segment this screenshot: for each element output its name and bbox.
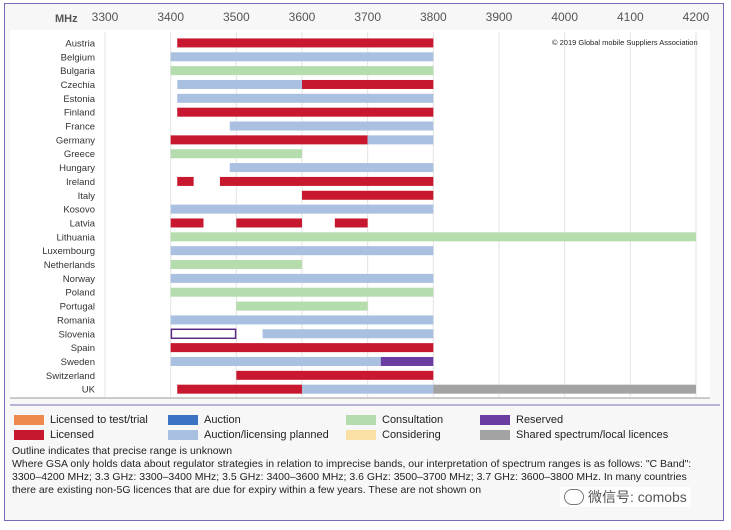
- y-tick-label: Czechia: [61, 80, 96, 91]
- y-tick-label: Luxembourg: [42, 246, 95, 257]
- y-tick-label: Finland: [64, 108, 95, 119]
- x-tick-label: 3700: [354, 10, 381, 24]
- watermark-text: 微信号: comobs: [588, 489, 687, 505]
- x-tick-label: 3300: [92, 10, 119, 24]
- x-tick-label: 3400: [157, 10, 184, 24]
- y-tick-label: Kosovo: [63, 205, 95, 216]
- bar-greece-3400-3600: [170, 149, 302, 159]
- bar-belgium-3400-3800: [170, 52, 434, 62]
- y-tick-label: Spain: [71, 343, 95, 354]
- bar-germany-3400-3700: [170, 135, 368, 145]
- y-tick-label: Hungary: [59, 163, 95, 174]
- bar-latvia-3400-3450: [170, 218, 204, 228]
- bar-netherlands-3400-3600: [170, 260, 302, 270]
- bar-uk-3600-3800: [302, 384, 434, 394]
- bar-austria-3410-3800: [177, 38, 434, 48]
- y-tick-label: Austria: [65, 38, 95, 49]
- notes: Outline indicates that precise range is …: [12, 445, 712, 497]
- y-tick-label: Ireland: [66, 177, 95, 188]
- bar-france-3490-3800: [229, 121, 434, 131]
- bar-switzerland-3500-3800: [236, 370, 434, 380]
- bar-spain-3400-3800: [170, 343, 434, 353]
- bar-uk-3800-4200: [433, 384, 696, 394]
- bar-ireland-3475-3800: [219, 176, 434, 186]
- x-tick-label: 4100: [617, 10, 644, 24]
- axis-unit-label: MHz: [55, 13, 78, 25]
- bar-norway-3400-3800: [170, 273, 434, 283]
- y-tick-label: Lithuania: [56, 232, 95, 243]
- x-tick-label: 3600: [289, 10, 316, 24]
- y-tick-label: Slovenia: [59, 329, 96, 340]
- x-tick-label: 3800: [420, 10, 447, 24]
- y-tick-label: Netherlands: [44, 260, 95, 271]
- bar-sweden-3400-3720: [170, 356, 381, 366]
- bar-uk-3410-3600: [177, 384, 302, 394]
- bar-slovenia-3400-3500: [170, 328, 237, 340]
- bar-bulgaria-3400-3800: [170, 66, 434, 76]
- interpretation-note: Where GSA only holds data about regulato…: [12, 458, 692, 496]
- y-tick-label: Poland: [65, 288, 95, 299]
- bar-latvia-3500-3600: [236, 218, 302, 228]
- watermark: 微信号: comobs: [560, 487, 691, 507]
- y-tick-label: Estonia: [63, 94, 95, 105]
- x-tick-label: 4000: [551, 10, 578, 24]
- y-tick-label: Switzerland: [46, 371, 95, 382]
- bar-estonia-3410-3800: [177, 93, 434, 103]
- copyright-text: © 2019 Global mobile Suppliers Associati…: [552, 38, 698, 47]
- y-tick-label: Bulgaria: [60, 66, 96, 77]
- x-tick-label: 3900: [486, 10, 513, 24]
- bar-slovenia-3540-3800: [262, 329, 434, 339]
- outline-note: Outline indicates that precise range is …: [12, 445, 233, 457]
- bar-germany-3700-3800: [367, 135, 434, 145]
- bar-finland-3410-3800: [177, 107, 434, 117]
- bar-hungary-3490-3800: [229, 163, 434, 173]
- y-tick-label: France: [65, 122, 95, 133]
- y-tick-label: Belgium: [61, 52, 95, 63]
- y-tick-label: Latvia: [70, 218, 96, 229]
- bar-latvia-3650-3700: [334, 218, 368, 228]
- bar-portugal-3500-3700: [236, 301, 368, 311]
- y-tick-label: UK: [82, 385, 96, 396]
- bar-poland-3400-3800: [170, 287, 434, 297]
- x-tick-label: 3500: [223, 10, 250, 24]
- bar-italy-3600-3800: [302, 190, 434, 200]
- wechat-icon: [564, 489, 584, 505]
- x-tick-label: 4200: [683, 10, 710, 24]
- bar-lithuania-3400-4200: [170, 232, 696, 242]
- bar-kosovo-3400-3800: [170, 204, 434, 214]
- bar-czechia-3600-3800: [302, 79, 434, 89]
- y-tick-label: Greece: [64, 149, 95, 160]
- bar-ireland-3410-3435: [177, 176, 194, 186]
- y-tick-label: Portugal: [60, 302, 95, 313]
- y-tick-label: Germany: [56, 135, 95, 146]
- bar-sweden-3720-3800: [380, 356, 434, 366]
- y-tick-label: Italy: [78, 191, 96, 202]
- y-tick-label: Norway: [63, 274, 95, 285]
- bar-czechia-3410-3600: [177, 79, 302, 89]
- y-tick-label: Sweden: [61, 357, 95, 368]
- bar-romania-3400-3800: [170, 315, 434, 325]
- bar-luxembourg-3400-3800: [170, 246, 434, 256]
- y-tick-label: Romania: [57, 315, 96, 326]
